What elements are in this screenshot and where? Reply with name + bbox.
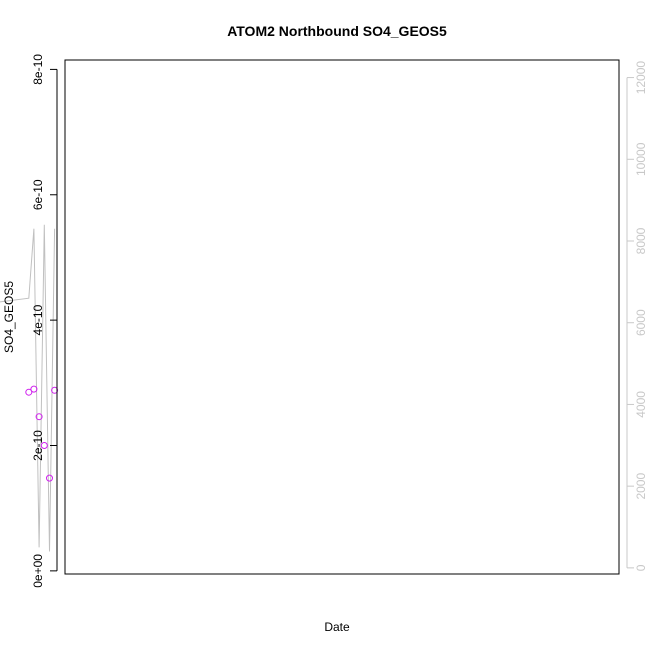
data-point-segment5: [46, 474, 53, 482]
chart-title: ATOM2 Northbound SO4_GEOS5: [227, 23, 447, 39]
y2-tick-label: 6000: [634, 309, 648, 336]
data-point-segment5: [30, 385, 38, 393]
y-tick-label: 8e-10: [31, 54, 45, 85]
data-point-segment5: [51, 386, 59, 394]
plot-frame: [64, 59, 620, 575]
y-axis: 0e+00 2e-10 4e-10 6e-10 8e-10: [31, 54, 58, 588]
data-point-segment5: [40, 442, 48, 449]
data-point-segment5: [35, 413, 43, 421]
y2-tick-label: 0: [634, 564, 648, 571]
y-tick-label: 4e-10: [31, 304, 45, 335]
data-point-segment5: [25, 388, 33, 396]
y-tick-label: 0e+00: [31, 554, 45, 588]
y2-tick-label: 12000: [634, 61, 648, 95]
y2-tick-label: 2000: [634, 473, 648, 500]
y-tick-label: 6e-10: [31, 179, 45, 210]
y2-axis: 0 2000 4000 6000 8000 10000 12000: [626, 61, 648, 571]
y2-tick-label: 4000: [634, 391, 648, 418]
y2-tick-label: 8000: [634, 227, 648, 254]
scatter-points-layer: [25, 385, 59, 482]
y-axis-label: SO4_GEOS5: [2, 281, 16, 353]
y2-tick-label: 10000: [634, 142, 648, 176]
x-axis-label: Date: [324, 620, 350, 634]
y-tick-label: 2e-10: [31, 430, 45, 461]
